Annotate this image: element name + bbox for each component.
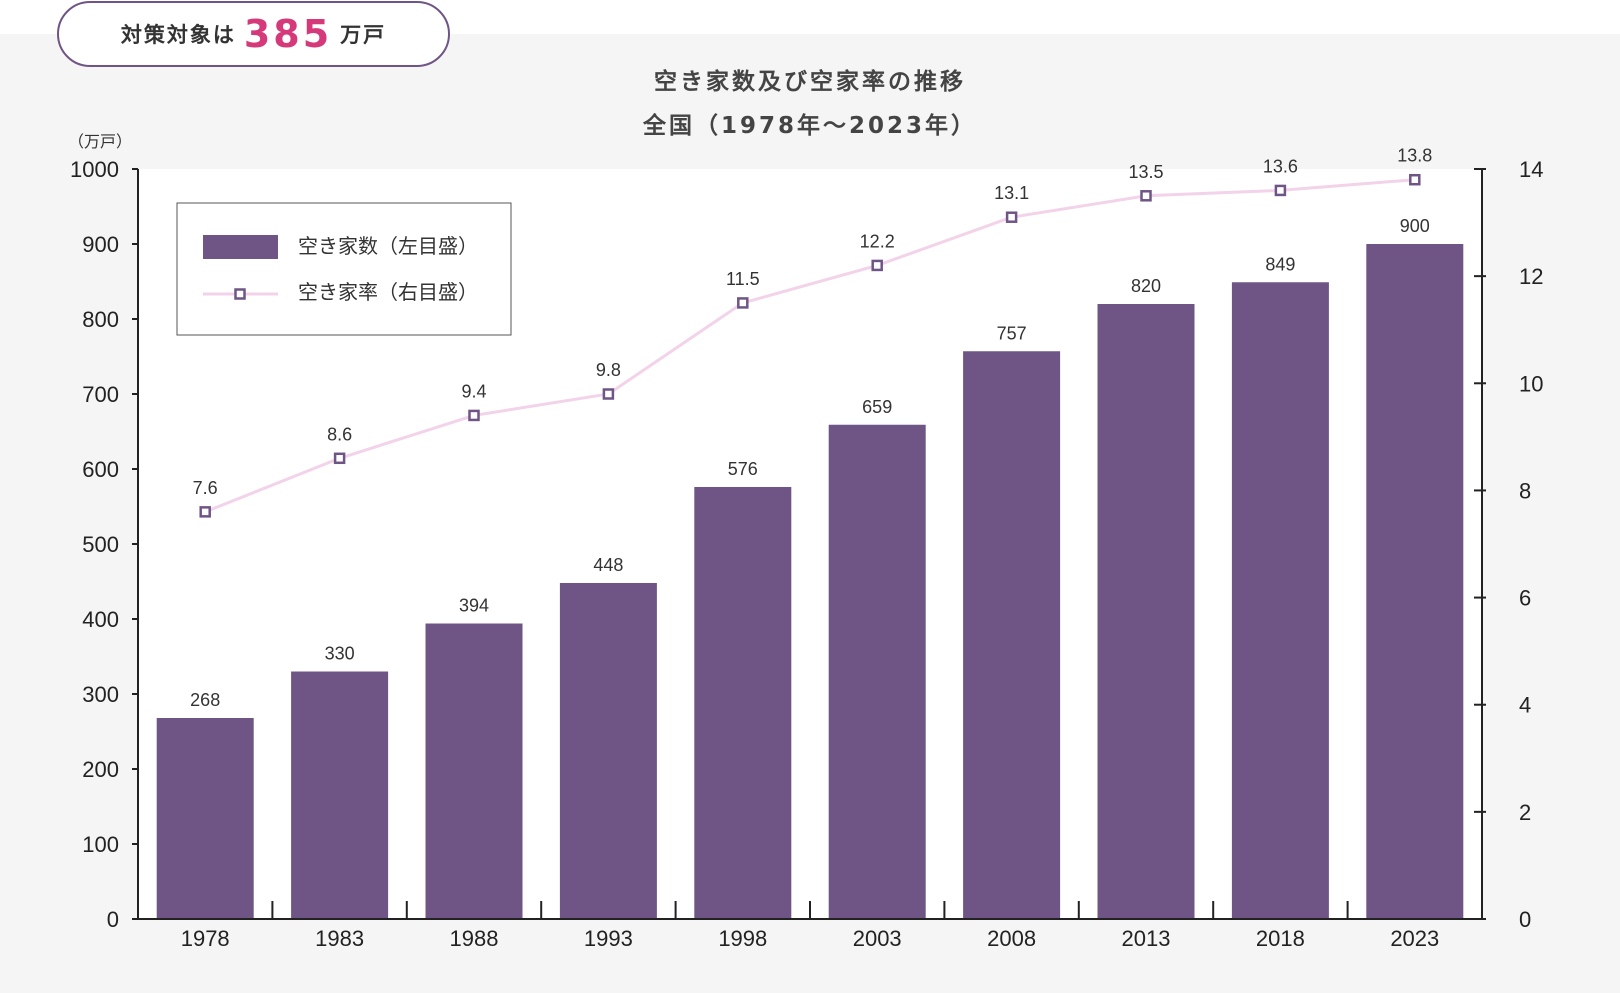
- legend-marker-swatch: [234, 288, 246, 300]
- rate-value-label-2023: 13.8: [1397, 146, 1432, 166]
- chart-subtitle: 全国（1978年～2023年）: [642, 113, 978, 139]
- y-tick-label-1000: 1000: [70, 157, 119, 182]
- rate-point-1998: [737, 297, 749, 309]
- y2-tick-label-14: 14: [1519, 157, 1543, 182]
- rate-line: [204, 178, 1415, 514]
- y-axis-unit: （万戸）: [68, 132, 132, 151]
- x-tick-label-2008: 2008: [987, 926, 1036, 951]
- rate-point-2018: [1274, 184, 1287, 197]
- rate-value-label-1993: 9.8: [596, 360, 621, 380]
- y-tick-label-700: 700: [82, 382, 119, 407]
- bar-2013: [1097, 304, 1195, 919]
- y2-tick-label-10: 10: [1519, 371, 1543, 396]
- y-tick-label-100: 100: [82, 832, 119, 857]
- legend: 空き家数（左目盛） 空き家率（右目盛）: [176, 202, 512, 336]
- badge-unit: 万戸: [340, 23, 387, 47]
- bar-value-label-2008: 757: [997, 323, 1027, 343]
- bar-value-label-1988: 394: [459, 596, 489, 616]
- y-tick-label-600: 600: [82, 457, 119, 482]
- target-count-badge: 対策対象は 385 万戸: [57, 1, 450, 67]
- rate-value-label-2008: 13.1: [994, 183, 1029, 203]
- rate-point-2013: [1140, 190, 1152, 202]
- y-tick-label-500: 500: [82, 532, 119, 557]
- rate-value-label-1978: 7.6: [193, 478, 218, 498]
- bar-2003: [828, 424, 926, 919]
- rate-point-1983: [333, 452, 346, 465]
- y-tick-label-300: 300: [82, 682, 119, 707]
- y-tick-label-900: 900: [82, 232, 119, 257]
- bar-1993: [559, 583, 657, 919]
- rate-point-2003: [871, 259, 883, 272]
- bar-value-label-2013: 820: [1131, 276, 1161, 296]
- y2-tick-label-4: 4: [1519, 693, 1531, 718]
- bar-value-label-1998: 576: [728, 459, 758, 479]
- badge-prefix: 対策対象は: [120, 23, 236, 47]
- rate-value-label-2003: 12.2: [860, 231, 895, 251]
- y-tick-label-400: 400: [82, 607, 119, 632]
- bar-value-label-1978: 268: [190, 690, 220, 710]
- y-tick-label-0: 0: [107, 907, 119, 932]
- rate-value-label-1998: 11.5: [726, 269, 760, 289]
- bar-2018: [1231, 282, 1329, 919]
- rate-value-label-2013: 13.5: [1128, 162, 1163, 182]
- rate-point-2023: [1409, 173, 1421, 186]
- legend-bar-swatch: [203, 235, 278, 259]
- legend-box: [176, 202, 512, 336]
- y2-tick-label-8: 8: [1519, 478, 1531, 503]
- rate-value-label-1983: 8.6: [327, 424, 352, 444]
- rate-point-2008: [1005, 211, 1018, 223]
- y-tick-label-200: 200: [82, 757, 119, 782]
- y2-tick-label-12: 12: [1519, 264, 1543, 289]
- x-tick-label-1978: 1978: [181, 926, 230, 951]
- bar-value-label-2003: 659: [862, 397, 892, 417]
- x-tick-label-1993: 1993: [584, 926, 633, 951]
- bar-value-label-2018: 849: [1265, 254, 1295, 274]
- badge-number: 385: [243, 12, 333, 56]
- x-tick-label-1998: 1998: [718, 926, 767, 951]
- rate-value-label-2018: 13.6: [1263, 156, 1298, 176]
- bar-1998: [694, 487, 792, 919]
- legend-label-line: 空き家率（右目盛）: [298, 280, 478, 304]
- chart-title: 空き家数及び空家率の推移: [654, 69, 966, 95]
- x-tick-label-2018: 2018: [1256, 926, 1305, 951]
- rate-point-1993: [602, 388, 615, 400]
- x-tick-label-2013: 2013: [1122, 926, 1171, 951]
- rate-point-1988: [468, 409, 480, 422]
- legend-label-bar: 空き家数（左目盛）: [298, 234, 478, 258]
- y2-tick-label-2: 2: [1519, 800, 1531, 825]
- x-tick-label-1988: 1988: [450, 926, 499, 951]
- rate-point-1978: [199, 506, 211, 518]
- x-tick-label-2003: 2003: [853, 926, 902, 951]
- bar-1988: [425, 623, 523, 919]
- y-tick-label-800: 800: [82, 307, 119, 332]
- y2-tick-label-6: 6: [1519, 586, 1531, 611]
- y2-tick-label-0: 0: [1519, 907, 1531, 932]
- x-tick-label-1983: 1983: [315, 926, 364, 951]
- bar-2008: [963, 351, 1061, 919]
- bar-value-label-1993: 448: [593, 555, 623, 575]
- bar-2023: [1366, 244, 1464, 919]
- x-tick-label-2023: 2023: [1390, 926, 1439, 951]
- bar-1978: [156, 718, 254, 919]
- bar-value-label-1983: 330: [325, 644, 355, 664]
- bar-value-label-2023: 900: [1400, 216, 1430, 236]
- bar-1983: [291, 671, 389, 919]
- rate-value-label-1988: 9.4: [461, 381, 486, 401]
